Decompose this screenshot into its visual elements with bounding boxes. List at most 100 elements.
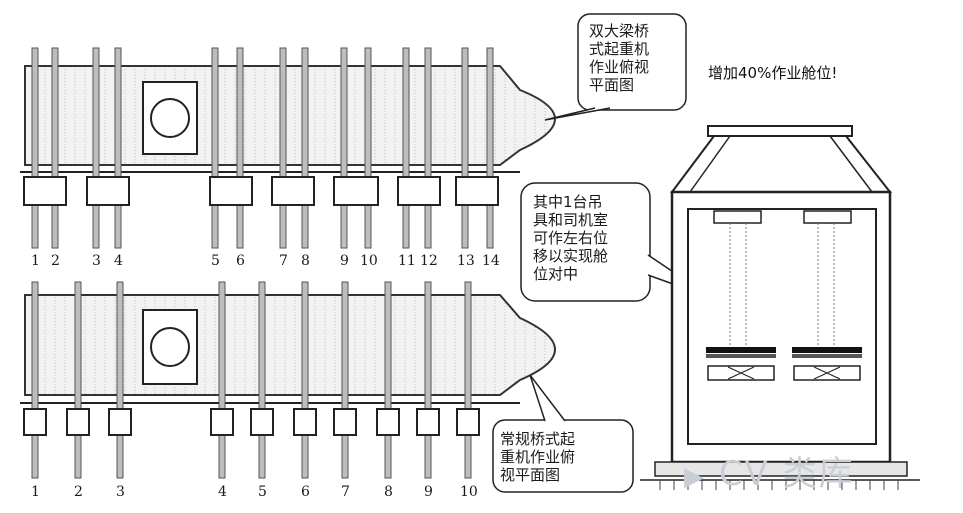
top-trolley-5 <box>333 176 379 206</box>
top-rail-3 <box>92 47 100 249</box>
bottom-position-label: 10 <box>460 484 478 500</box>
bottom-trolley-5 <box>250 408 274 436</box>
top-trolley-2 <box>86 176 130 206</box>
crane-top-cap <box>707 125 853 137</box>
bottom-trolley-4 <box>210 408 234 436</box>
bottom-trolley-3 <box>108 408 132 436</box>
bottom-rail-10 <box>464 281 472 479</box>
top-position-label: 12 <box>420 253 438 269</box>
top-rail-9 <box>340 47 348 249</box>
callout-bottom-line: 常规桥式起 <box>500 430 576 448</box>
bottom-ship <box>20 294 556 404</box>
bottom-position-label: 3 <box>116 484 125 500</box>
top-position-label: 11 <box>398 253 416 269</box>
bottom-trolley-10 <box>456 408 480 436</box>
callout-top-line: 平面图 <box>589 76 635 94</box>
callout-top-line: 式起重机 <box>589 40 650 58</box>
bottom-position-label: 6 <box>301 484 310 500</box>
top-crane-trolleys <box>23 176 499 206</box>
callout-top-line: 作业俯视 <box>589 58 650 76</box>
callout-crane-line: 可作左右位 <box>533 229 609 247</box>
callout-crane-line: 移以实现舱 <box>533 247 609 265</box>
bottom-ship-hatch-circle <box>150 327 190 367</box>
top-rail-10 <box>364 47 372 249</box>
top-rail-5 <box>211 47 219 249</box>
top-trolley-1 <box>23 176 67 206</box>
top-rail-6 <box>236 47 244 249</box>
top-position-label: 3 <box>92 253 101 269</box>
top-ship-hull <box>24 65 556 166</box>
top-rail-7 <box>279 47 287 249</box>
bottom-position-label: 4 <box>218 484 227 500</box>
top-position-label: 9 <box>340 253 349 269</box>
bottom-rail-6 <box>301 281 309 479</box>
top-trolley-3 <box>209 176 253 206</box>
callout-bottom-line: 视平面图 <box>500 466 561 484</box>
callout-crane-line: 其中1台吊 <box>533 193 603 211</box>
top-rail-1 <box>31 47 39 249</box>
bottom-rail-9 <box>424 281 432 479</box>
crane-ground-ticks <box>659 480 899 490</box>
top-crane-rails <box>31 47 494 249</box>
callout-crane-line: 位对中 <box>533 265 579 283</box>
bottom-trolley-8 <box>376 408 400 436</box>
callout-top-text: 双大梁桥 式起重机 作业俯视 平面图 <box>589 22 649 94</box>
top-rail-12 <box>424 47 432 249</box>
watermark-play-icon: ▶ <box>684 462 706 492</box>
callout-top-bubble <box>544 13 687 121</box>
bottom-rail-7 <box>341 281 349 479</box>
top-position-label: 6 <box>236 253 245 269</box>
bottom-trolley-7 <box>333 408 357 436</box>
watermark: ▶ CV 类库 <box>684 446 855 495</box>
top-rail-14 <box>486 47 494 249</box>
bottom-rail-2 <box>74 281 82 479</box>
bottom-position-label: 7 <box>341 484 350 500</box>
bottom-trolley-9 <box>416 408 440 436</box>
top-position-label: 2 <box>51 253 60 269</box>
bottom-rail-8 <box>384 281 392 479</box>
bottom-rail-5 <box>258 281 266 479</box>
bottom-ship-hull <box>24 294 556 396</box>
bottom-crane-rails <box>31 281 472 479</box>
bottom-trolley-6 <box>293 408 317 436</box>
bottom-position-label: 2 <box>74 484 83 500</box>
callout-bottom-bubble <box>492 374 634 493</box>
callout-crane-text: 其中1台吊 具和司机室 可作左右位 移以实现舱 位对中 <box>533 193 608 283</box>
bottom-crane-trolleys <box>23 408 480 436</box>
top-position-label: 10 <box>360 253 378 269</box>
spreader-left <box>706 347 776 353</box>
callout-bottom-text: 常规桥式起 重机作业俯 视平面图 <box>500 430 575 484</box>
bottom-trolley-2 <box>66 408 90 436</box>
watermark-text: CV 类库 <box>718 454 855 494</box>
bottom-rail-3 <box>116 281 124 479</box>
top-rail-2 <box>51 47 59 249</box>
top-position-label: 7 <box>279 253 288 269</box>
top-ship-hatch-circle <box>150 98 190 138</box>
top-trolley-4 <box>271 176 315 206</box>
bottom-position-label: 1 <box>31 484 40 500</box>
top-rail-4 <box>114 47 122 249</box>
crane-roof <box>670 135 893 193</box>
top-position-label: 4 <box>114 253 123 269</box>
top-trolley-7 <box>455 176 499 206</box>
top-rail-11 <box>402 47 410 249</box>
top-rail-8 <box>301 47 309 249</box>
crane-ground-rail <box>654 461 908 477</box>
bottom-rail-4 <box>218 281 226 479</box>
top-position-label: 13 <box>457 253 475 269</box>
top-ship <box>20 65 556 173</box>
bottom-position-label: 9 <box>424 484 433 500</box>
top-position-label: 14 <box>482 253 500 269</box>
callout-top-line: 双大梁桥 <box>589 22 650 40</box>
top-position-label: 5 <box>211 253 220 269</box>
bottom-rail-1 <box>31 281 39 479</box>
top-position-label: 1 <box>31 253 40 269</box>
bottom-trolley-1 <box>23 408 47 436</box>
bottom-position-label: 8 <box>384 484 393 500</box>
top-position-label: 8 <box>301 253 310 269</box>
spreader-right <box>792 347 862 353</box>
top-rail-13 <box>461 47 469 249</box>
bottom-position-label: 5 <box>258 484 267 500</box>
top-trolley-6 <box>397 176 441 206</box>
